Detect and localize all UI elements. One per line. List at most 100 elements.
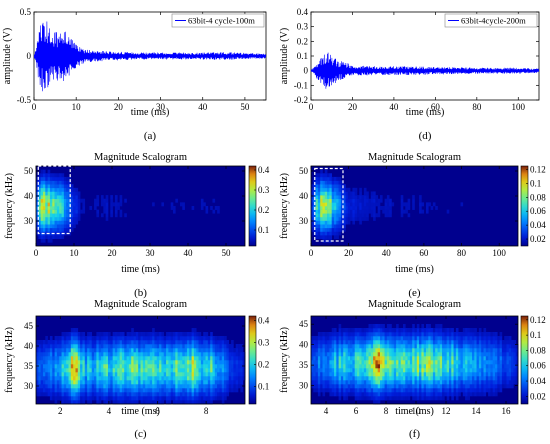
scalogram-cell <box>54 340 58 345</box>
scalogram-cell <box>345 336 349 341</box>
scalogram-cell <box>336 231 339 236</box>
scalogram-cell <box>311 227 314 232</box>
scalogram-cell <box>439 348 443 353</box>
scalogram-cell <box>73 220 76 225</box>
scalogram-cell <box>184 340 188 345</box>
scalogram-cell <box>152 336 155 341</box>
scalogram-cell <box>501 348 505 353</box>
scalogram-cell <box>368 368 372 373</box>
colorbar <box>248 165 257 247</box>
scalogram-cell <box>196 356 199 361</box>
scalogram-cell <box>384 332 388 337</box>
scalogram-cell <box>458 340 461 345</box>
scalogram-cell <box>439 384 443 389</box>
scalogram-cell <box>485 368 489 373</box>
scalogram-cell <box>368 388 372 393</box>
scalogram-cell <box>163 364 167 369</box>
scalogram-cell <box>405 392 408 397</box>
scalogram-cell <box>105 198 109 203</box>
scalogram-cell <box>506 344 510 349</box>
scalogram-cell <box>182 372 185 377</box>
scalogram-cell <box>103 202 106 207</box>
scalogram-cell <box>189 348 192 353</box>
scalogram-cell <box>398 364 401 369</box>
scalogram-cell <box>368 324 372 329</box>
scalogram-cell <box>128 392 132 397</box>
scalogram-cell <box>407 202 411 207</box>
scalogram-cell <box>363 216 367 221</box>
scalogram-cell <box>114 198 118 203</box>
scalogram-cell <box>322 388 326 393</box>
scalogram-cell <box>495 344 498 349</box>
scalogram-cell <box>45 216 48 221</box>
scalogram-cell <box>435 332 438 337</box>
scalogram-cell <box>336 220 339 225</box>
scalogram-cell <box>343 227 346 232</box>
scalogram-cell <box>453 388 457 393</box>
scalogram-cell <box>96 400 99 405</box>
scalogram-cell <box>103 336 106 341</box>
scalogram-cell <box>412 336 415 341</box>
scalogram-cell <box>142 400 146 405</box>
scalogram-cell <box>320 356 323 361</box>
scalogram-cell <box>336 344 339 349</box>
scalogram-cell <box>478 332 482 337</box>
scalogram-cell <box>313 336 316 341</box>
scalogram-cell <box>186 384 190 389</box>
scalogram-cell <box>112 368 116 373</box>
scalogram-cell <box>47 202 51 207</box>
scalogram-cell <box>94 202 97 207</box>
scalogram-cell <box>317 224 321 229</box>
highlight-box <box>314 167 344 242</box>
scalogram-cell <box>59 176 62 181</box>
scalogram-cell <box>317 231 321 236</box>
scalogram-cell <box>52 206 55 210</box>
scalogram-cell <box>373 324 376 329</box>
scalogram-cell <box>426 348 429 353</box>
scalogram-cell <box>38 231 41 236</box>
scalogram-cell <box>444 336 447 341</box>
scalogram-cell <box>331 356 335 361</box>
colorbar-tick-label: 0.1 <box>530 178 541 188</box>
scalogram-cell <box>49 224 53 229</box>
scalogram-cell <box>393 368 397 373</box>
scalogram-cell <box>56 392 60 397</box>
scalogram-cell <box>363 195 367 200</box>
scalogram-cell <box>200 348 204 353</box>
scalogram-cell <box>393 384 397 389</box>
scalogram-cell <box>317 344 321 349</box>
scalogram-cell <box>345 191 349 196</box>
scalogram-cell <box>334 220 337 225</box>
scalogram-cell <box>152 384 155 389</box>
scalogram-cell <box>49 235 53 240</box>
scalogram-cell <box>212 384 216 389</box>
scalogram-cell <box>384 344 388 349</box>
scalogram-cell <box>59 216 62 221</box>
scalogram-cell <box>203 348 206 353</box>
scalogram-cell <box>513 348 516 353</box>
scalogram-cell <box>107 344 111 349</box>
scalogram-cell <box>38 235 41 240</box>
scalogram-cell <box>421 209 424 214</box>
scalogram-cell <box>363 384 367 389</box>
scalogram-cell <box>159 396 162 401</box>
scalogram-cell <box>336 356 339 361</box>
scalogram-cell <box>384 388 388 393</box>
scalogram-cell <box>89 372 93 377</box>
scalogram-cell <box>47 184 51 189</box>
scalogram-cell <box>186 332 190 337</box>
scalogram-cell <box>361 376 365 381</box>
scalogram-cell <box>407 328 411 333</box>
scalogram-cell <box>377 368 381 373</box>
scalogram-cell <box>437 348 441 353</box>
scalogram-cell <box>77 376 81 381</box>
scalogram-cell <box>175 388 178 393</box>
scalogram-cell <box>329 202 332 207</box>
scalogram-cell <box>343 376 346 381</box>
scalogram-cell <box>52 364 55 369</box>
scalogram-cell <box>98 360 102 365</box>
scalogram-cell <box>467 336 470 341</box>
scalogram-cell <box>131 340 134 345</box>
scalogram-cell <box>221 336 225 341</box>
scalogram-cell <box>121 372 125 377</box>
